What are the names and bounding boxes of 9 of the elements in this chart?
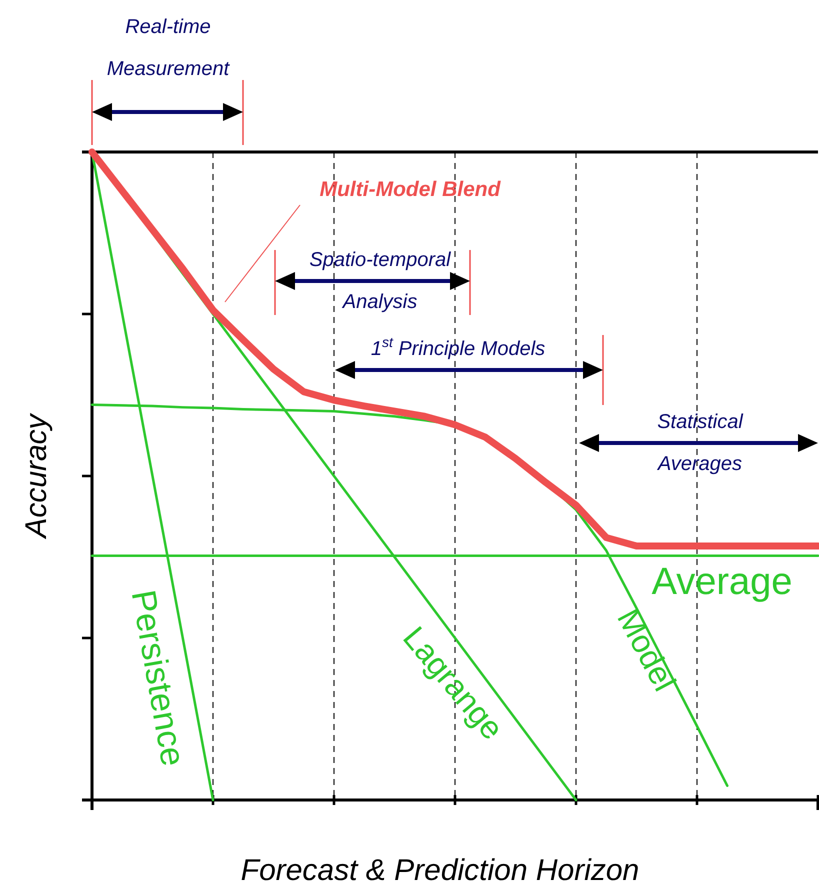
text: Multi-Model Blend — [320, 178, 502, 201]
text: Persistence — [124, 587, 192, 769]
y-axis-title: Accuracy — [20, 412, 53, 540]
annotation: 1$^{st}$ Principle Models — [370, 334, 546, 360]
annotation: Statistical Averages — [656, 411, 744, 475]
x-axis-title: Forecast & Prediction Horizon — [240, 854, 640, 887]
annotation: Spatio-temporal Analysis — [309, 249, 452, 313]
series-label: Average — [652, 561, 792, 603]
text: Real-time Measurement — [106, 16, 231, 80]
